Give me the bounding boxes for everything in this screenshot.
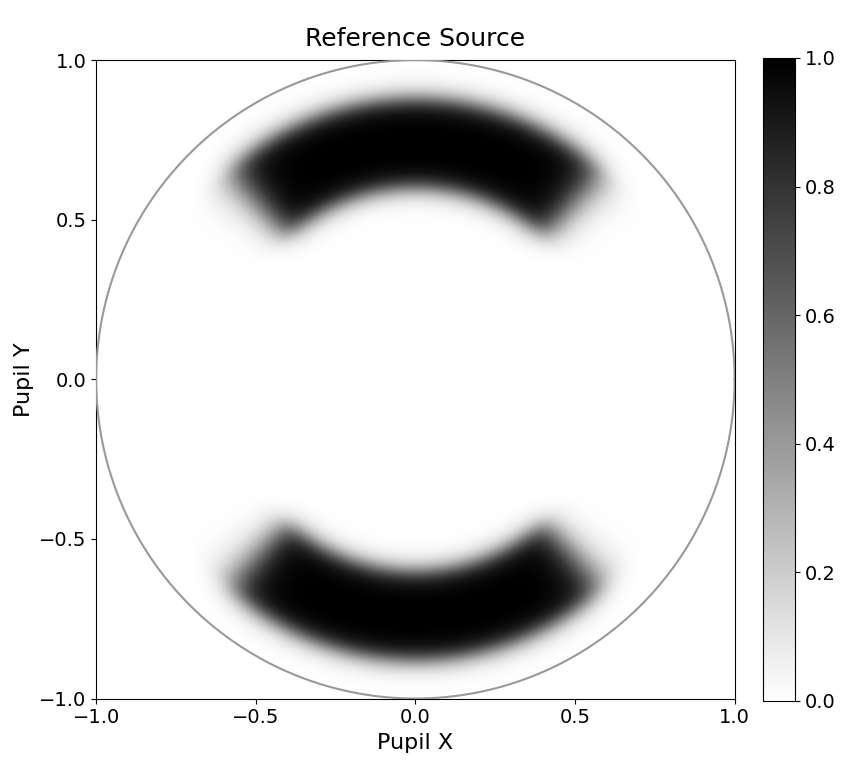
Y-axis label: Pupil Y: Pupil Y <box>14 342 33 417</box>
X-axis label: Pupil X: Pupil X <box>377 732 453 753</box>
Title: Reference Source: Reference Source <box>305 27 525 51</box>
